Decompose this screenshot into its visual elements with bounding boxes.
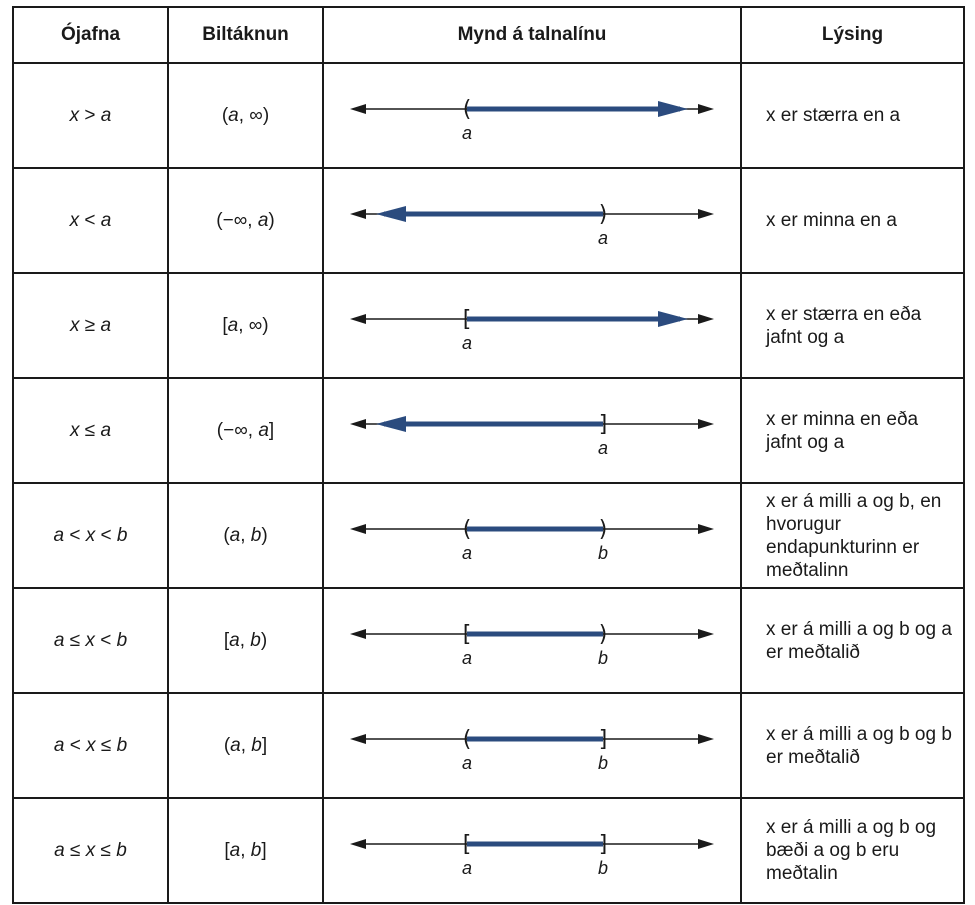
number-line: )a xyxy=(350,202,714,248)
right-endpoint-label: b xyxy=(598,753,608,773)
left-endpoint-label: a xyxy=(462,543,472,563)
interval-notation-cell: (−∞, a] xyxy=(167,377,324,484)
table-row: a ≤ x ≤ b [a, b] [] a b x er á milli a og b o… xyxy=(12,797,965,904)
left-endpoint-bracket: [ xyxy=(463,307,472,332)
right-endpoint-bracket: ) xyxy=(599,202,608,227)
axis-arrow-right xyxy=(698,838,714,849)
axis-arrow-right xyxy=(698,523,714,534)
inequality-cell: a < x ≤ b xyxy=(12,692,169,799)
left-endpoint-bracket: ( xyxy=(463,97,472,122)
table-row: a < x ≤ b (a, b] (] a b x er á milli a og b o… xyxy=(12,692,965,799)
axis-arrow-right xyxy=(698,628,714,639)
number-line: ]a xyxy=(350,412,714,458)
table-row: a < x < b (a, b) () a b x er á milli a og b, … xyxy=(12,482,965,589)
description-cell: x er á milli a og b og a er meðtalið xyxy=(740,587,965,694)
description-cell: x er minna en a xyxy=(740,167,965,274)
interval-notation-cell: (−∞, a) xyxy=(167,167,324,274)
axis-arrow-left xyxy=(350,418,366,429)
axis-arrow-left xyxy=(350,733,366,744)
description-cell: x er á milli a og b og bæði a og b eru m… xyxy=(740,797,965,904)
number-line-cell: [] a b xyxy=(322,797,742,904)
header-description: Lýsing xyxy=(740,6,965,64)
axis-arrow-right xyxy=(698,103,714,114)
left-endpoint-bracket: [ xyxy=(463,622,472,647)
right-endpoint-label: a xyxy=(598,228,608,248)
description-cell: x er minna en eða jafnt og a xyxy=(740,377,965,484)
left-endpoint-label: a xyxy=(462,648,472,668)
axis-arrow-right xyxy=(698,313,714,324)
inequality-cell: a < x < b xyxy=(12,482,169,589)
left-endpoint-bracket: ( xyxy=(463,727,472,752)
number-line-cell: [a xyxy=(322,272,742,379)
table-row: x > a (a, ∞) (a x er stærra en a xyxy=(12,62,965,169)
axis-arrow-right xyxy=(698,733,714,744)
left-endpoint-bracket: ( xyxy=(463,517,472,542)
number-line: (] a b xyxy=(350,727,714,773)
number-line: [) a b xyxy=(350,622,714,668)
interval-arrow-left xyxy=(376,205,406,222)
interval-notation-table: Ójafna Biltáknun Mynd á talnalínu Lýsing… xyxy=(12,6,965,904)
left-endpoint-label: a xyxy=(462,753,472,773)
right-endpoint-label: a xyxy=(598,438,608,458)
left-endpoint-label: a xyxy=(462,858,472,878)
table-row: a ≤ x < b [a, b) [) a b x er á milli a og b o… xyxy=(12,587,965,694)
interval-arrow-left xyxy=(376,415,406,432)
axis-arrow-left xyxy=(350,313,366,324)
inequality-cell: x ≤ a xyxy=(12,377,169,484)
number-line-cell: () a b xyxy=(322,482,742,589)
inequality-cell: a ≤ x < b xyxy=(12,587,169,694)
interval-notation-cell: (a, ∞) xyxy=(167,62,324,169)
inequality-cell: x > a xyxy=(12,62,169,169)
right-endpoint-label: b xyxy=(598,858,608,878)
left-endpoint-label: a xyxy=(462,123,472,143)
axis-arrow-left xyxy=(350,628,366,639)
description-cell: x er á milli a og b og b er meðtalið xyxy=(740,692,965,799)
table-row: x ≥ a [a, ∞) [a x er stærra en eða jafnt og… xyxy=(12,272,965,379)
interval-notation-cell: (a, b) xyxy=(167,482,324,589)
header-row: Ójafna Biltáknun Mynd á talnalínu Lýsing xyxy=(12,6,965,64)
right-endpoint-label: b xyxy=(598,648,608,668)
header-graph: Mynd á talnalínu xyxy=(322,6,742,64)
axis-arrow-left xyxy=(350,208,366,219)
right-endpoint-bracket: ] xyxy=(599,832,608,857)
left-endpoint-label: a xyxy=(462,333,472,353)
inequality-cell: x < a xyxy=(12,167,169,274)
axis-arrow-right xyxy=(698,208,714,219)
interval-notation-cell: (a, b] xyxy=(167,692,324,799)
right-endpoint-bracket: ) xyxy=(599,622,608,647)
description-cell: x er á milli a og b, en hvorugur endapun… xyxy=(740,482,965,589)
number-line: [a xyxy=(350,307,714,353)
inequality-cell: x ≥ a xyxy=(12,272,169,379)
header-interval: Biltáknun xyxy=(167,6,324,64)
interval-notation-cell: [a, b) xyxy=(167,587,324,694)
number-line-cell: [) a b xyxy=(322,587,742,694)
table-row: x ≤ a (−∞, a]] a x er minna en eða jafnt og… xyxy=(12,377,965,484)
axis-arrow-left xyxy=(350,103,366,114)
number-line-cell: (a xyxy=(322,62,742,169)
number-line-cell: ) a xyxy=(322,167,742,274)
interval-notation-cell: [a, ∞) xyxy=(167,272,324,379)
left-endpoint-bracket: [ xyxy=(463,832,472,857)
description-cell: x er stærra en eða jafnt og a xyxy=(740,272,965,379)
right-endpoint-bracket: ) xyxy=(599,517,608,542)
number-line: () a b xyxy=(350,517,714,563)
axis-arrow-left xyxy=(350,838,366,849)
right-endpoint-label: b xyxy=(598,543,608,563)
description-cell: x er stærra en a xyxy=(740,62,965,169)
header-inequality: Ójafna xyxy=(12,6,169,64)
number-line: (a xyxy=(350,97,714,143)
right-endpoint-bracket: ] xyxy=(599,412,608,437)
right-endpoint-bracket: ] xyxy=(599,727,608,752)
interval-notation-cell: [a, b] xyxy=(167,797,324,904)
axis-arrow-right xyxy=(698,418,714,429)
axis-arrow-left xyxy=(350,523,366,534)
interval-arrow-right xyxy=(658,100,688,117)
number-line-cell: (] a b xyxy=(322,692,742,799)
interval-arrow-right xyxy=(658,310,688,327)
table-row: x < a (−∞, a)) a x er minna en a xyxy=(12,167,965,274)
number-line-cell: ] a xyxy=(322,377,742,484)
inequality-cell: a ≤ x ≤ b xyxy=(12,797,169,904)
number-line: [] a b xyxy=(350,832,714,878)
